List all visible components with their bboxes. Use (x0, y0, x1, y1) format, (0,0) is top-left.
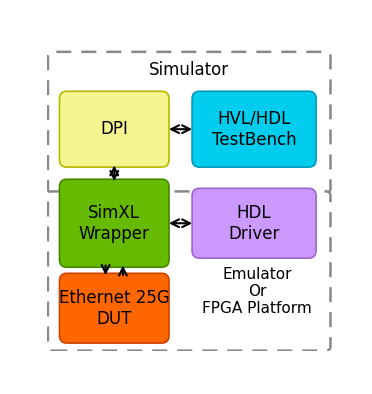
FancyBboxPatch shape (192, 91, 316, 167)
FancyBboxPatch shape (60, 179, 169, 267)
Text: Simulator: Simulator (149, 61, 229, 79)
FancyBboxPatch shape (192, 188, 316, 258)
FancyArrowPatch shape (119, 268, 127, 275)
FancyArrowPatch shape (102, 265, 109, 273)
FancyArrowPatch shape (171, 125, 190, 133)
FancyBboxPatch shape (60, 273, 169, 343)
FancyBboxPatch shape (48, 52, 330, 193)
Text: Ethernet 25G
DUT: Ethernet 25G DUT (59, 289, 170, 327)
Text: SimXL
Wrapper: SimXL Wrapper (79, 204, 150, 243)
Text: HDL
Driver: HDL Driver (228, 204, 280, 243)
FancyBboxPatch shape (48, 191, 330, 351)
FancyArrowPatch shape (171, 219, 190, 227)
FancyBboxPatch shape (60, 91, 169, 167)
Text: Emulator
Or
FPGA Platform: Emulator Or FPGA Platform (202, 267, 312, 316)
Text: DPI: DPI (100, 120, 128, 138)
Text: HVL/HDL
TestBench: HVL/HDL TestBench (212, 110, 296, 149)
FancyArrowPatch shape (110, 168, 118, 179)
